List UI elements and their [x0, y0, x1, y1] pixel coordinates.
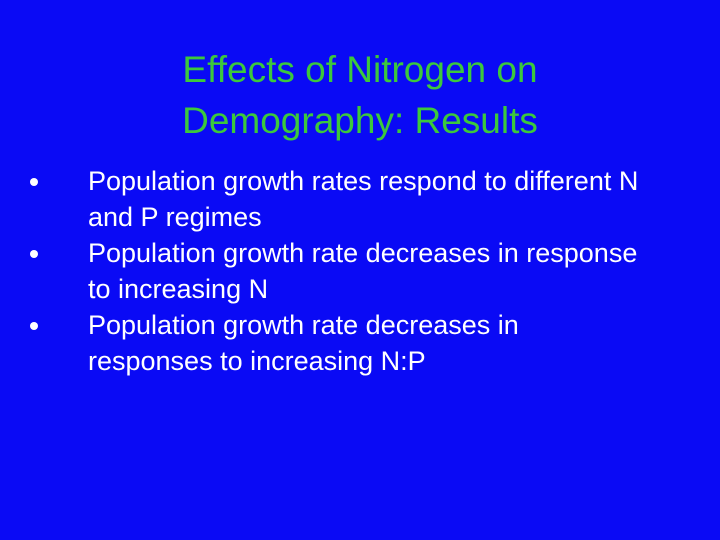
bullet-item: Population growth rates respond to diffe… [0, 163, 640, 235]
bullet-item: Population growth rate decreases in resp… [0, 307, 640, 379]
bullet-item: Population growth rate decreases in resp… [0, 235, 640, 307]
bullet-list: Population growth rates respond to diffe… [0, 163, 640, 379]
bullet-text: Population growth rate decreases in resp… [88, 238, 638, 304]
slide-title: Effects of Nitrogen on Demography: Resul… [182, 49, 538, 141]
bullet-dot [30, 178, 38, 186]
bullet-text: Population growth rate decreases in resp… [88, 310, 519, 376]
bullet-dot [30, 250, 38, 258]
bullet-text: Population growth rates respond to diffe… [88, 166, 639, 232]
bullet-dot [30, 322, 38, 330]
